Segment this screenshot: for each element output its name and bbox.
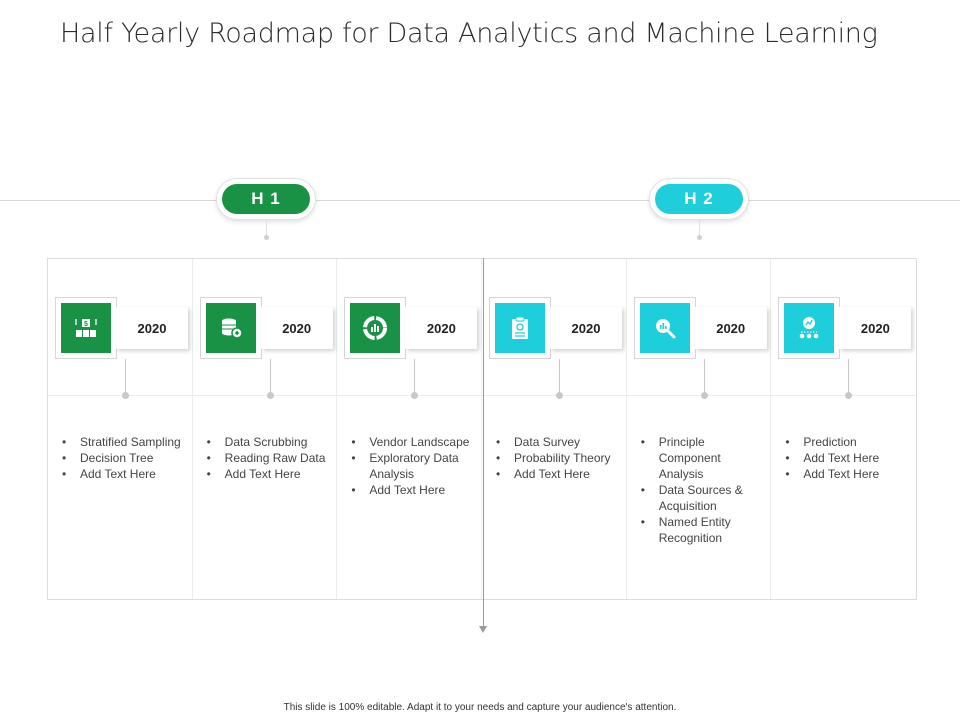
list-item: Stratified Sampling — [62, 434, 187, 450]
year-label: 2020 — [550, 307, 623, 349]
icon-frame — [633, 297, 696, 359]
connector-dot — [266, 392, 274, 399]
half-connector-dot — [264, 235, 269, 240]
row-divider — [192, 395, 337, 396]
page-title: Half Yearly Roadmap for Data Analytics a… — [60, 18, 878, 49]
list-item: Data Sources & Acquisition — [641, 482, 766, 514]
connector-dot — [700, 392, 708, 399]
year-label: 2020 — [839, 307, 912, 349]
row-divider — [337, 395, 482, 396]
clipboard-icon — [495, 303, 546, 353]
year-label: 2020 — [405, 307, 478, 349]
list-item: Decision Tree — [62, 450, 187, 466]
row-divider — [48, 395, 192, 396]
pie-chart-icon — [350, 303, 401, 353]
roadmap-column: $ 2020 Stratified Sampling Decision Tree… — [48, 259, 193, 599]
connector-dot — [845, 392, 853, 399]
icon-frame — [199, 297, 262, 359]
list-item: Reading Raw Data — [207, 450, 332, 466]
footer-note: This slide is 100% editable. Adapt it to… — [283, 702, 677, 713]
list-item: Add Text Here — [496, 466, 621, 482]
svg-text:$: $ — [84, 321, 88, 328]
half-label-h1: H 1 — [222, 184, 310, 214]
half-marker-h1: H 1 — [216, 178, 316, 220]
roadmap-column: 2020 Principle Component Analysis Data S… — [626, 259, 772, 599]
list-item: Data Scrubbing — [207, 434, 332, 450]
list-item: Prediction — [785, 434, 910, 450]
roadmap-column: 2020 Prediction Add Text Here Add Text H… — [771, 259, 917, 599]
half-connector — [699, 220, 700, 238]
network-chart-icon — [784, 303, 835, 353]
year-label: 2020 — [694, 307, 767, 349]
list-item: Data Survey — [496, 434, 621, 450]
roadmap-column: 2020 Data Survey Probability Theory Add … — [482, 259, 627, 599]
roadmap-grid: $ 2020 Stratified Sampling Decision Tree… — [47, 258, 917, 600]
list-item: Add Text Here — [785, 466, 910, 482]
list-item: Principle Component Analysis — [641, 434, 766, 482]
roadmap-column: 2020 Data Scrubbing Reading Raw Data Add… — [192, 259, 338, 599]
half-marker-h2: H 2 — [649, 178, 749, 220]
topic-list: Vendor Landscape Exploratory Data Analys… — [351, 434, 476, 498]
database-gear-icon — [205, 303, 256, 353]
row-divider — [771, 395, 917, 396]
data-sampling-icon: $ — [61, 303, 111, 353]
half-connector — [266, 220, 267, 238]
half-connector-dot — [697, 235, 702, 240]
icon-frame — [489, 297, 552, 359]
magnifier-chart-icon — [639, 303, 690, 353]
roadmap-column: 2020 Vendor Landscape Exploratory Data A… — [337, 259, 483, 599]
list-item: Add Text Here — [207, 466, 332, 482]
icon-frame: $ — [55, 297, 117, 359]
row-divider — [482, 395, 626, 396]
icon-frame — [344, 297, 407, 359]
year-label: 2020 — [260, 307, 333, 349]
connector-line — [703, 359, 705, 395]
topic-list: Stratified Sampling Decision Tree Add Te… — [62, 434, 187, 482]
topic-list: Principle Component Analysis Data Source… — [641, 434, 766, 546]
topic-list: Data Survey Probability Theory Add Text … — [496, 434, 621, 482]
icon-frame — [778, 297, 841, 359]
connector-line — [125, 359, 126, 395]
list-item: Exploratory Data Analysis — [351, 450, 476, 482]
topic-list: Data Scrubbing Reading Raw Data Add Text… — [207, 434, 332, 482]
half-label-h2: H 2 — [655, 184, 743, 214]
list-item: Vendor Landscape — [351, 434, 476, 450]
connector-line — [559, 359, 561, 395]
half-divider-line — [0, 200, 960, 201]
list-item: Add Text Here — [351, 482, 476, 498]
row-divider — [626, 395, 771, 396]
connector-line — [269, 359, 271, 395]
list-item: Add Text Here — [62, 466, 187, 482]
arrow-down-icon — [479, 626, 487, 633]
connector-dot — [122, 392, 129, 399]
list-item: Named Entity Recognition — [641, 514, 766, 546]
connector-line — [414, 359, 416, 395]
center-timeline-line — [483, 258, 484, 626]
list-item: Add Text Here — [785, 450, 910, 466]
year-label: 2020 — [116, 307, 188, 349]
connector-line — [848, 359, 850, 395]
connector-dot — [411, 392, 419, 399]
topic-list: Prediction Add Text Here Add Text Here — [785, 434, 910, 482]
connector-dot — [556, 392, 564, 399]
list-item: Probability Theory — [496, 450, 621, 466]
